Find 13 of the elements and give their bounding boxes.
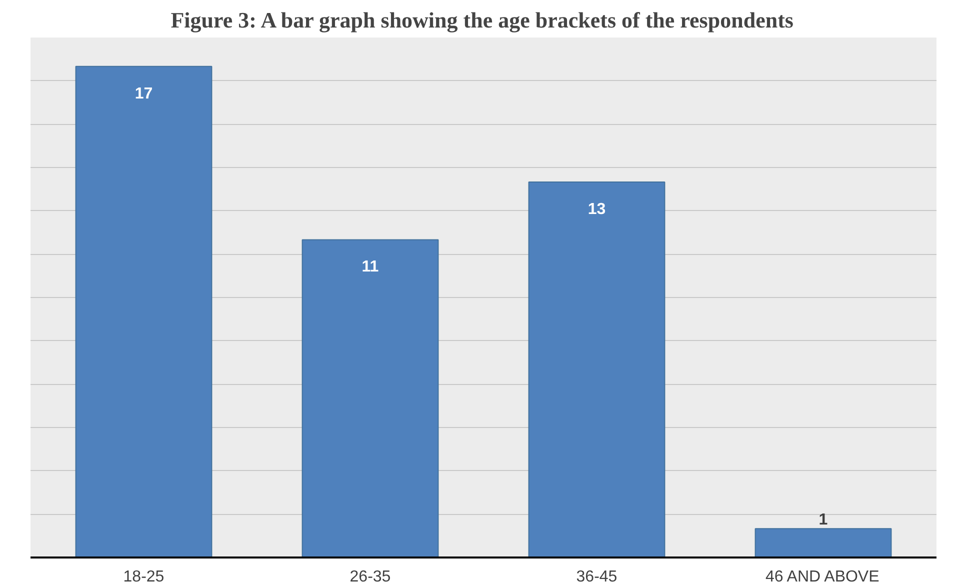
bar (75, 66, 212, 558)
data-label: 11 (362, 258, 379, 276)
x-tick-label: 18-25 (123, 568, 164, 586)
x-tick-label: 26-35 (350, 568, 391, 586)
x-tick-label: 46 AND ABOVE (765, 568, 880, 586)
data-label: 1 (818, 512, 828, 529)
bar (302, 239, 439, 558)
x-tick-label: 36-45 (576, 568, 618, 586)
data-label: 13 (588, 200, 606, 218)
bar (754, 528, 892, 558)
bar (528, 181, 666, 558)
chart-title: Figure 3: A bar graph showing the age brackets of the respondents (170, 8, 794, 32)
data-label: 17 (134, 85, 153, 102)
